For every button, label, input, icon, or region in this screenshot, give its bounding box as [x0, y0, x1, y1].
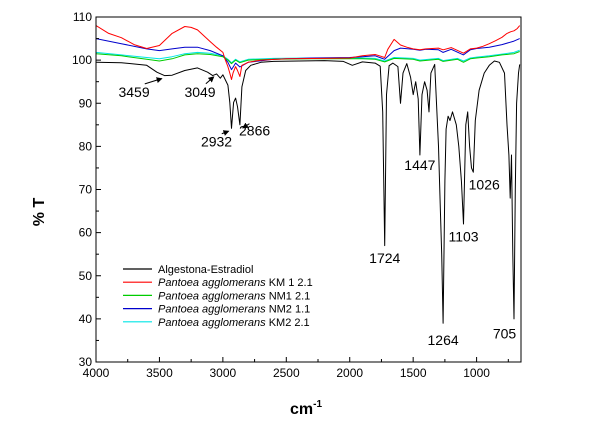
y-tick-label-2: 50	[79, 269, 93, 283]
y-tick-label-7: 100	[72, 53, 92, 67]
y-tick-label-8: 110	[73, 10, 92, 24]
peak-label-3049: 3049	[184, 84, 215, 100]
annotations-layer: 3459 3049 2932 2866 1724 1447 1264 1103 1026 705	[118, 76, 517, 348]
peak-arrow-2866	[242, 122, 250, 129]
x-tick-label-0: 4000	[83, 366, 110, 380]
legend-species-2: Pantoea agglomerans	[158, 290, 266, 302]
legend-species-3: Pantoea agglomerans	[158, 304, 266, 316]
legend-label-2: Pantoea agglomerans NM1 2.1	[158, 290, 310, 302]
peak-arrow-2932	[221, 130, 230, 136]
peak-arrow-3459	[144, 77, 163, 85]
peak-label-1026: 1026	[469, 177, 500, 193]
y-axis-title: % T	[31, 198, 48, 227]
series-layer	[96, 25, 521, 324]
legend-strain-3: NM2 1.1	[266, 304, 311, 316]
series-line-0	[96, 60, 521, 324]
legend-label-1: Pantoea agglomerans KM 1 2.1	[158, 277, 313, 289]
peak-label-1103: 1103	[448, 228, 478, 244]
y-tick-label-0: 30	[79, 355, 93, 369]
peak-label-2932: 2932	[201, 133, 232, 149]
y-tick-label-3: 60	[79, 226, 93, 240]
peak-arrow-3049	[205, 76, 215, 85]
peak-label-1264: 1264	[428, 332, 459, 348]
legend-strain-1: KM 1 2.1	[266, 277, 313, 289]
legend-strain-0: Algestona-Estradiol	[158, 264, 253, 276]
y-tick-label-6: 90	[79, 96, 93, 110]
x-tick-label-2: 3000	[210, 366, 237, 380]
series-line-2	[96, 51, 520, 65]
y-tick-label-5: 80	[79, 139, 93, 153]
x-tick-label-5: 1500	[400, 366, 427, 380]
ticks-layer: 4000 3500 3000 2500 2000 1500 1000 30 40 50 60 70 80…	[72, 10, 509, 380]
legend-species-4: Pantoea agglomerans	[158, 317, 266, 329]
series-line-3	[96, 38, 520, 71]
peak-label-705: 705	[493, 325, 517, 341]
legend-species-1: Pantoea agglomerans	[158, 277, 266, 289]
legend-strain-2: NM1 2.1	[266, 290, 311, 302]
legend-label-0: Algestona-Estradiol	[158, 264, 253, 276]
x-axis-title-superscript: -1	[313, 399, 322, 410]
peak-label-2866: 2866	[239, 123, 270, 139]
legend-label-4: Pantoea agglomerans KM2 2.1	[158, 317, 310, 329]
x-axis-title: cm-1	[290, 399, 322, 418]
peak-label-1447: 1447	[404, 157, 435, 173]
legend-strain-4: KM2 2.1	[266, 317, 310, 329]
y-tick-label-4: 70	[79, 183, 93, 197]
x-tick-label-1: 3500	[146, 366, 173, 380]
legend-label-3: Pantoea agglomerans NM2 1.1	[158, 304, 310, 316]
x-tick-label-6: 1000	[463, 366, 490, 380]
peak-label-3459: 3459	[118, 84, 149, 100]
x-tick-label-4: 2000	[336, 366, 363, 380]
x-axis-title-base: cm	[290, 401, 313, 418]
y-tick-label-1: 40	[79, 312, 93, 326]
peak-label-1724: 1724	[369, 250, 400, 266]
x-tick-label-3: 2500	[273, 366, 300, 380]
series-line-1	[96, 25, 521, 80]
